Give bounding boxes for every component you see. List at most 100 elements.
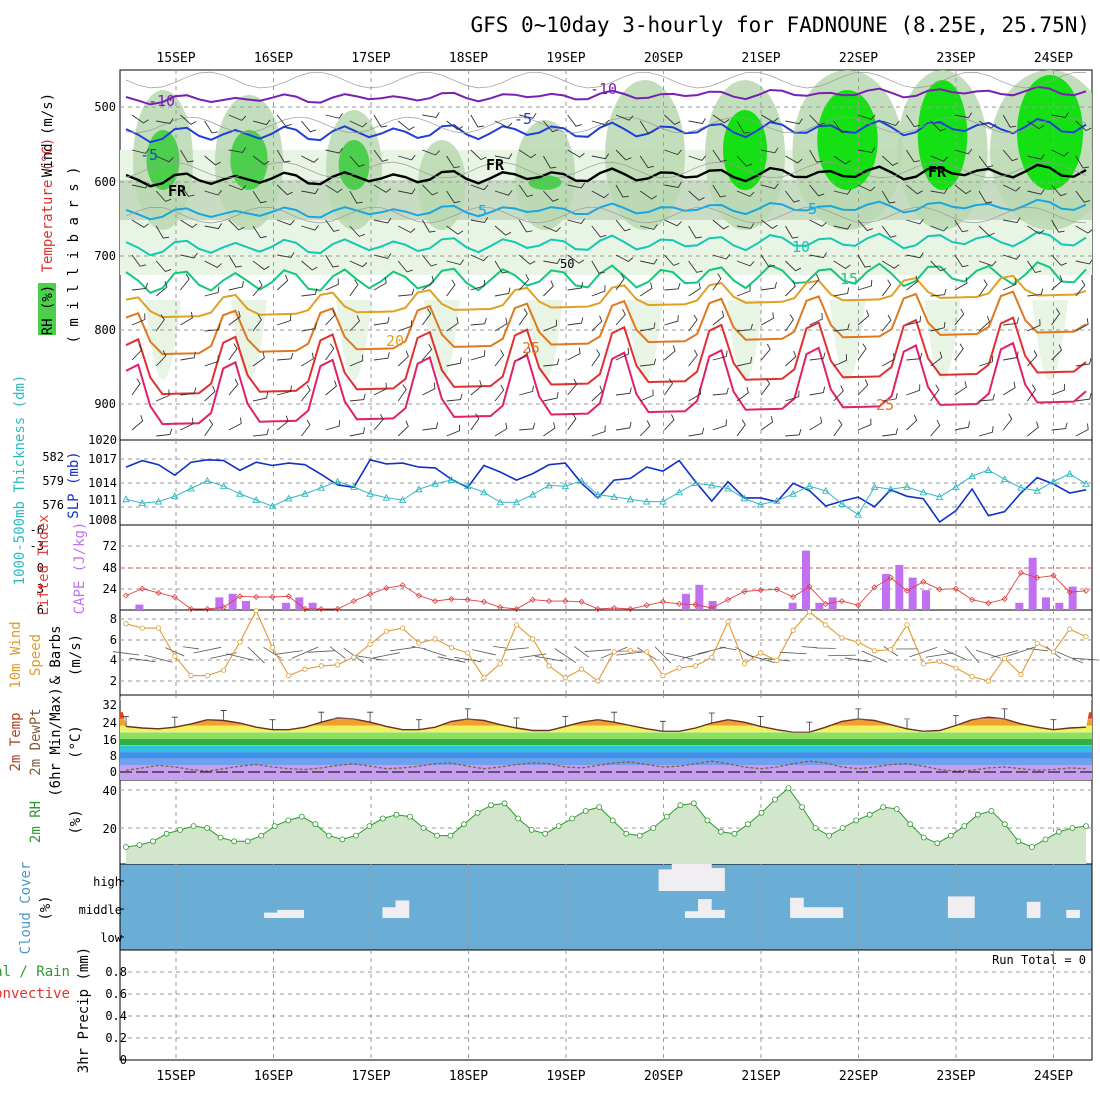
wind-barb xyxy=(688,225,702,239)
wind-barb xyxy=(155,350,167,367)
date-label-bottom: 21SEP xyxy=(741,1069,780,1084)
wind-barb xyxy=(1027,260,1042,274)
wind-barb xyxy=(325,309,336,326)
wind-barb xyxy=(325,147,343,154)
wind-barb xyxy=(857,379,869,396)
tick-slp: 1020 xyxy=(88,433,117,447)
date-label-top: 18SEP xyxy=(449,51,488,66)
wind-barb xyxy=(325,278,339,291)
wind-barb xyxy=(276,415,289,431)
wind10-barb xyxy=(697,646,726,655)
wind10-marker xyxy=(709,654,715,660)
rh2m-marker xyxy=(745,821,751,828)
rh2m-marker xyxy=(920,834,927,841)
wind-barb xyxy=(1027,153,1045,160)
wind10-marker xyxy=(123,621,129,627)
li-marker xyxy=(480,598,488,605)
temp-band-7 xyxy=(120,718,1092,726)
cloud-cover-series xyxy=(120,864,1080,938)
tick-pressure: 600 xyxy=(94,175,116,189)
wind-barb xyxy=(809,149,823,163)
tick-li: -3 xyxy=(30,539,44,553)
chart-title: GFS 0~10day 3-hourly for FADNOUNE (8.25E… xyxy=(470,13,1090,37)
wind-barb xyxy=(688,349,698,367)
ylabel-wind10-a: 10m Wind xyxy=(8,621,24,688)
rh-plume-0 xyxy=(145,300,181,380)
rh2m-marker xyxy=(1042,836,1049,843)
thickness-marker xyxy=(903,482,911,490)
wind-barb xyxy=(155,225,170,239)
thickness-marker xyxy=(1033,486,1041,494)
date-label-top: 24SEP xyxy=(1034,51,1073,66)
li-marker xyxy=(708,604,715,612)
wind-barb xyxy=(422,382,436,396)
cape-bar xyxy=(922,590,930,610)
wind-barb xyxy=(736,419,746,437)
cape-bar xyxy=(228,593,237,610)
tick-li: 6 xyxy=(37,603,44,617)
wind-barb xyxy=(180,219,198,228)
wind-barb xyxy=(639,282,653,297)
wind-barb xyxy=(301,120,317,133)
wind-barb xyxy=(252,279,263,297)
contour-label-20: 20 xyxy=(386,332,404,350)
wind-barb xyxy=(978,120,997,129)
wind-barb xyxy=(1075,318,1089,332)
tick-cape: 48 xyxy=(103,561,117,575)
wind-barb xyxy=(131,254,147,267)
contour-label-neg5-mid: -5 xyxy=(514,110,532,128)
date-label-bottom: 16SEP xyxy=(254,1069,293,1084)
wind-barb xyxy=(1027,120,1045,130)
rh2m-marker xyxy=(812,825,819,831)
rh2m-marker xyxy=(339,836,346,843)
wind-barb xyxy=(349,120,368,128)
li-marker xyxy=(529,596,536,603)
wind10-marker xyxy=(1050,649,1057,655)
rh-core-0 xyxy=(146,130,180,190)
wind-barb xyxy=(736,120,750,134)
wind10m-series xyxy=(112,608,1100,684)
cloud-mid-bar xyxy=(790,897,804,918)
t2m-maxbar xyxy=(855,708,862,719)
thickness-marker xyxy=(138,499,147,507)
temp-band-below xyxy=(120,772,1092,780)
thickness-marker xyxy=(545,481,553,489)
wind-barb xyxy=(470,217,489,223)
wind-barb xyxy=(567,413,577,431)
wind-barb xyxy=(857,184,876,192)
wind-barb xyxy=(131,415,144,431)
li-marker xyxy=(838,598,845,605)
wind10-marker xyxy=(1002,655,1008,661)
li-marker xyxy=(334,605,341,613)
contour-label-rh50: 50 xyxy=(560,257,574,271)
wind-barb xyxy=(978,155,994,168)
wind-barb xyxy=(712,273,722,291)
li-marker xyxy=(1001,595,1008,603)
li-marker xyxy=(724,596,732,603)
wind10-barb xyxy=(423,648,447,657)
wind-barb xyxy=(664,114,681,125)
wind-barb xyxy=(882,392,898,402)
wind10-marker xyxy=(888,647,894,653)
wind-barb xyxy=(470,413,480,431)
li-marker xyxy=(253,593,260,601)
tick-slp: 1011 xyxy=(88,493,117,507)
wind10-barb xyxy=(861,650,888,663)
wind10-barb xyxy=(225,653,254,661)
wind10-marker xyxy=(1083,634,1089,640)
wind10-marker xyxy=(692,663,699,669)
wind-barb xyxy=(833,323,850,332)
rh2m-marker xyxy=(758,809,765,816)
cape-bar xyxy=(682,593,690,610)
thickness-marker xyxy=(301,489,309,497)
wind-barb xyxy=(712,254,731,260)
wind-barb xyxy=(760,219,778,229)
li-marker xyxy=(1050,572,1057,579)
wind-barb xyxy=(615,184,629,198)
wind-barb xyxy=(252,119,271,126)
wind-barb xyxy=(736,223,755,229)
wind-barb xyxy=(1002,149,1019,162)
wind-barb xyxy=(301,155,319,163)
rh2m-area xyxy=(126,788,1086,864)
wind-barb xyxy=(615,219,631,232)
